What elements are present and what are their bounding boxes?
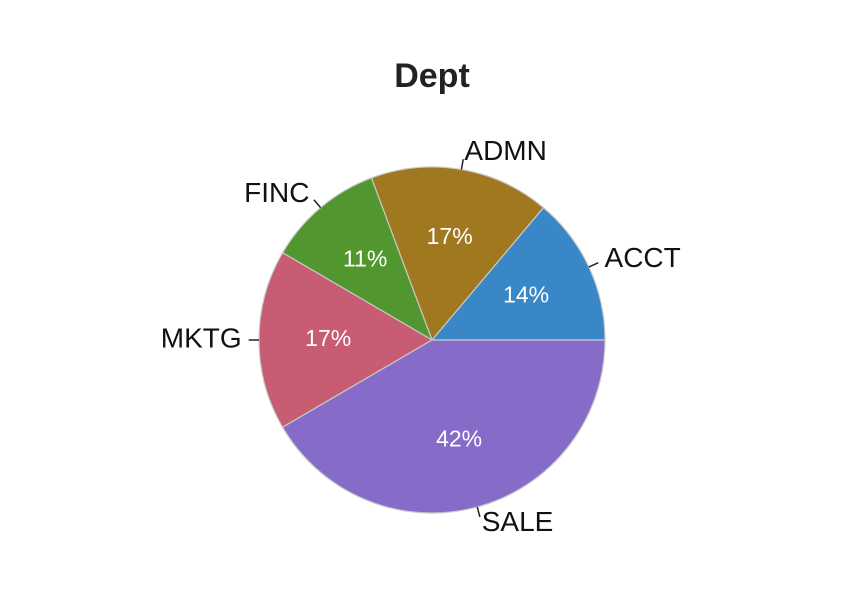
category-label: ADMN	[464, 135, 546, 166]
label-tick	[588, 261, 599, 268]
value-label: 17%	[427, 223, 473, 249]
label-tick	[313, 199, 322, 209]
value-label: 42%	[436, 425, 482, 451]
label-tick	[476, 506, 481, 518]
pie-slice	[370, 166, 545, 342]
value-label: 17%	[305, 325, 351, 351]
category-label: ACCT	[605, 242, 681, 273]
pie-slice	[430, 206, 606, 341]
label-tick	[460, 159, 464, 170]
pie-slice	[281, 177, 434, 342]
category-label: SALE	[482, 506, 554, 537]
value-label: 11%	[343, 246, 387, 272]
category-label: FINC	[244, 177, 309, 208]
category-label: MKTG	[161, 322, 242, 353]
value-label: 14%	[503, 281, 549, 307]
chart-title: Dept	[394, 57, 470, 95]
pie-slice	[258, 251, 434, 429]
